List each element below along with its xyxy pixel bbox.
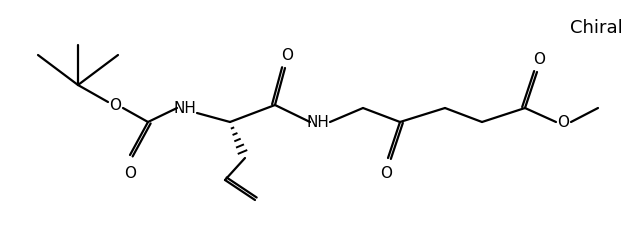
Text: O: O bbox=[557, 114, 569, 129]
Text: O: O bbox=[281, 47, 293, 63]
Text: O: O bbox=[380, 167, 392, 181]
Text: O: O bbox=[109, 98, 121, 113]
Text: NH: NH bbox=[307, 114, 330, 129]
Text: NH: NH bbox=[173, 101, 196, 115]
Text: O: O bbox=[124, 165, 136, 180]
Text: Chiral: Chiral bbox=[570, 19, 623, 37]
Text: O: O bbox=[533, 51, 545, 67]
